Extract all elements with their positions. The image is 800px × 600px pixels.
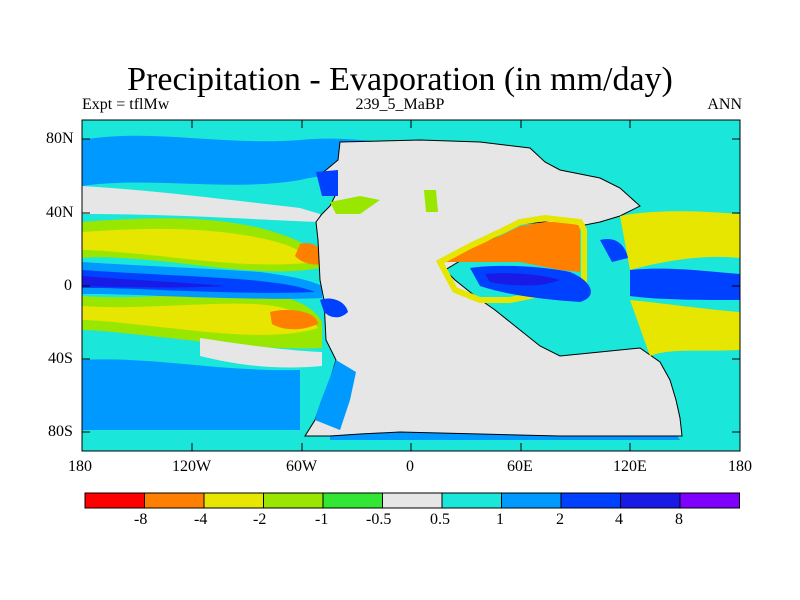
- x-tick-label-180w: 180: [68, 458, 92, 475]
- coastal-grey-south: [200, 338, 322, 368]
- east-dry-south: [630, 300, 740, 356]
- colorbar-label-3: -2: [253, 511, 267, 528]
- east-dry-north: [620, 211, 740, 270]
- x-tick-label-60e: 60E: [507, 458, 533, 475]
- y-tick-label-0: 0: [64, 277, 72, 294]
- colorbar-label-1: -8: [134, 511, 148, 528]
- north-dry-patch: [424, 190, 438, 212]
- pangaea-landmass: [304, 139, 683, 437]
- colorbar-label-2: -4: [194, 511, 208, 528]
- sw-coast-wet: [315, 360, 356, 430]
- colorbar-box-1: [84, 492, 145, 509]
- x-tick-marks: [81, 120, 741, 451]
- colorbar-label-4: -1: [315, 511, 329, 528]
- tethys-dry-core: [445, 222, 580, 272]
- colorbar-box-6: [382, 492, 443, 509]
- colorbar-label-6: 0.5: [430, 511, 450, 528]
- tethys-wet-core: [485, 273, 560, 286]
- south-dry-core: [270, 309, 318, 330]
- north-dry-core: [295, 243, 323, 265]
- coastal-grey-north: [82, 186, 320, 222]
- colorbar-box-8: [501, 492, 562, 509]
- y-tick-label-80s: 80S: [48, 423, 73, 440]
- colorbar-label-8: 2: [556, 511, 564, 528]
- north-wet-patch: [316, 170, 338, 196]
- y-tick-label-40n: 40N: [46, 204, 74, 221]
- north-dry-inner: [82, 228, 315, 265]
- colorbar-label-9: 4: [615, 511, 623, 528]
- south-band-blue: [82, 359, 300, 430]
- colorbar-box-9: [560, 492, 621, 509]
- colorbar-label-5: -0.5: [366, 511, 392, 528]
- x-tick-label-0: 0: [406, 458, 414, 475]
- east-wet-band: [630, 268, 740, 300]
- y-tick-marks: [82, 138, 740, 433]
- map-field: [82, 120, 740, 451]
- north-coast-dry: [330, 196, 380, 214]
- x-tick-label-120w: 120W: [172, 458, 212, 475]
- west-equatorial-wet: [320, 298, 348, 318]
- colorbar-label-10: 8: [675, 511, 683, 528]
- period-label: 239_5_MaBP: [355, 96, 445, 113]
- experiment-label: Expt = tflMw: [82, 96, 170, 113]
- x-tick-label-180e: 180: [728, 458, 752, 475]
- x-tick-label-60w: 60W: [286, 458, 318, 475]
- tethys-dry-rim: [435, 214, 587, 303]
- season-label: ANN: [707, 96, 742, 113]
- itcz-core: [82, 276, 225, 288]
- colorbar-box-10: [620, 492, 681, 509]
- y-tick-label-80n: 80N: [46, 130, 74, 147]
- south-dry-inner: [82, 303, 318, 335]
- colorbar-label-7: 1: [496, 511, 504, 528]
- colorbar-box-4: [263, 492, 324, 509]
- x-tick-label-120e: 120E: [613, 458, 647, 475]
- colorbar-box-5: [322, 492, 383, 509]
- colorbar-box-7: [441, 492, 502, 509]
- map-title: Precipitation - Evaporation (in mm/day): [127, 61, 673, 98]
- y-tick-label-40s: 40S: [48, 350, 73, 367]
- east-coast-wet: [600, 238, 628, 262]
- colorbar: [84, 492, 740, 509]
- colorbar-box-2: [144, 492, 205, 509]
- colorbar-box-3: [203, 492, 264, 509]
- colorbar-box-11: [679, 492, 740, 509]
